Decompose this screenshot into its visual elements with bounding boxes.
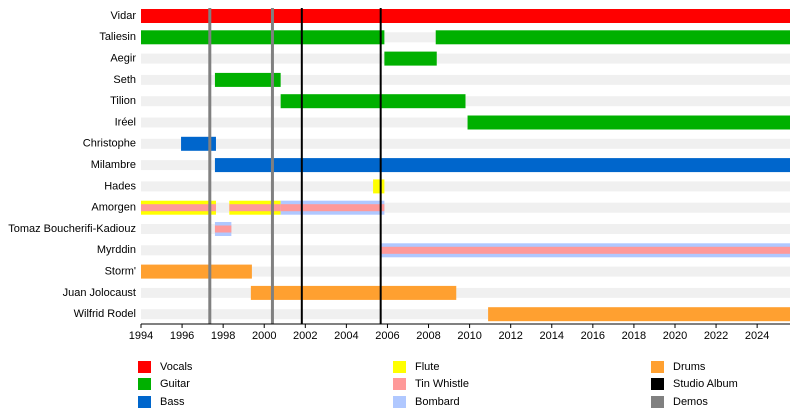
x-tick-label: 1994 <box>129 330 153 342</box>
tenure-bar <box>381 246 790 254</box>
legend-swatch <box>138 361 151 373</box>
x-tick-label: 2010 <box>457 330 481 342</box>
tenure-bar <box>280 204 385 212</box>
tenure-bar <box>488 307 790 322</box>
legend-swatch <box>138 396 151 408</box>
x-tick-label: 2022 <box>704 330 728 342</box>
legend-swatch <box>651 378 664 390</box>
x-tick-label: 2002 <box>293 330 317 342</box>
row-band <box>141 181 790 192</box>
member-label: Milambre <box>91 159 136 171</box>
x-tick-label: 2018 <box>622 330 646 342</box>
row-band <box>141 138 790 149</box>
legend-swatch <box>393 378 406 390</box>
legend-label: Vocals <box>160 361 193 373</box>
tenure-bar <box>214 72 281 87</box>
x-tick-label: 2006 <box>375 330 399 342</box>
legend-swatch <box>393 396 406 408</box>
tenure-bar <box>435 30 790 45</box>
tenure-bar <box>141 264 252 279</box>
row-band <box>141 117 790 128</box>
tenure-bar <box>181 136 216 151</box>
tenure-bar <box>384 51 437 66</box>
member-label: Christophe <box>83 138 136 150</box>
member-label: Tomaz Boucherifi-Kadiouz <box>8 223 136 235</box>
x-tick-label: 2012 <box>498 330 522 342</box>
row-band <box>141 287 790 298</box>
tenure-bar <box>214 158 790 173</box>
legend-label: Drums <box>673 361 706 373</box>
member-label: Storm' <box>105 266 136 278</box>
x-tick-label: 2024 <box>745 330 769 342</box>
member-label: Seth <box>113 74 136 86</box>
tenure-bar <box>141 30 385 45</box>
tenure-bar <box>214 225 232 233</box>
member-label: Taliesin <box>99 31 136 43</box>
row-band <box>141 202 790 213</box>
member-label: Aegir <box>110 53 136 65</box>
legend-swatch <box>651 396 664 408</box>
row-band <box>141 224 790 234</box>
tenure-bar <box>280 94 466 109</box>
member-label: Vidar <box>111 10 137 22</box>
x-tick-label: 2020 <box>663 330 687 342</box>
tenure-bar <box>141 204 216 212</box>
legend-swatch <box>138 378 151 390</box>
member-label: Amorgen <box>91 202 136 214</box>
legend-swatch <box>393 361 406 373</box>
x-tick-label: 2008 <box>416 330 440 342</box>
member-label: Wilfrid Rodel <box>74 308 136 320</box>
member-label: Myrddin <box>97 244 136 256</box>
row-band <box>141 74 790 85</box>
row-band <box>141 266 790 277</box>
tenure-bar <box>373 179 385 194</box>
tenure-bar <box>229 204 281 212</box>
row-band <box>141 309 790 320</box>
legend-label: Studio Album <box>673 378 738 390</box>
legend-label: Demos <box>673 396 708 408</box>
legend-label: Flute <box>415 361 439 373</box>
member-label: Tilion <box>110 95 136 107</box>
legend-label: Guitar <box>160 378 190 390</box>
x-tick-label: 2000 <box>252 330 276 342</box>
row-band <box>141 53 790 64</box>
x-tick-label: 1998 <box>211 330 235 342</box>
member-label: Hades <box>104 180 136 192</box>
legend-label: Bombard <box>415 396 460 408</box>
x-tick-label: 2004 <box>334 330 358 342</box>
legend-swatch <box>651 361 664 373</box>
tenure-bar <box>467 115 790 130</box>
tenure-bar <box>250 285 457 300</box>
x-tick-label: 2016 <box>581 330 605 342</box>
x-tick-label: 1996 <box>170 330 194 342</box>
tenure-bar <box>141 9 790 23</box>
legend-label: Bass <box>160 396 185 408</box>
member-label: Iréel <box>115 116 136 128</box>
legend-label: Tin Whistle <box>415 378 469 390</box>
member-label: Juan Jolocaust <box>63 287 136 299</box>
x-tick-label: 2014 <box>540 330 564 342</box>
